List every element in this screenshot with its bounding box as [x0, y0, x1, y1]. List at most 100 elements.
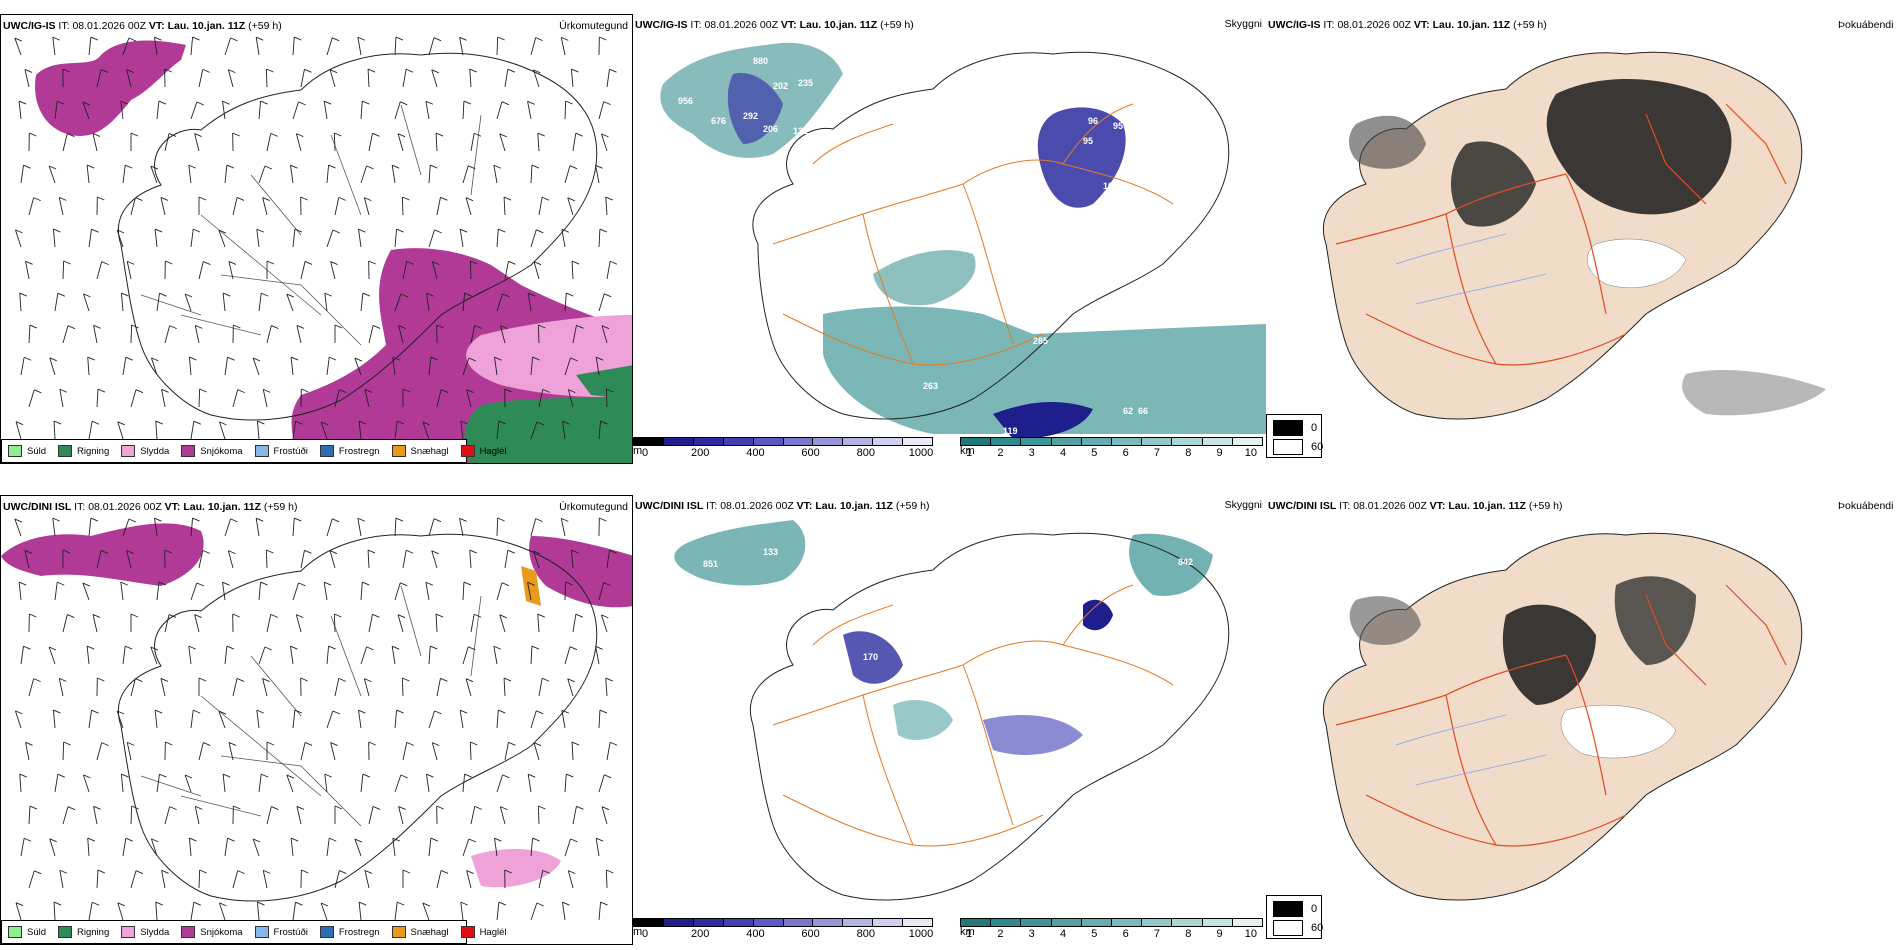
wind-barb-feather: [406, 260, 414, 265]
wind-barb: [363, 197, 370, 216]
wind-barb: [122, 646, 126, 665]
wind-barb-feather: [263, 388, 271, 393]
wind-barb: [190, 902, 195, 921]
wind-barb-feather: [127, 741, 135, 746]
wind-barb-feather: [57, 581, 65, 586]
wind-barb: [428, 357, 432, 376]
legend-swatch: [181, 445, 196, 457]
wind-barb: [156, 101, 160, 120]
wind-barb: [465, 678, 472, 697]
wind-barb-feather: [568, 870, 576, 875]
visibility-value-label: 285: [773, 602, 788, 612]
wind-barb-feather: [599, 228, 608, 233]
legend-item: Frostregn: [319, 926, 380, 938]
color-scale-step: [1172, 438, 1203, 445]
wind-barb-feather: [499, 614, 507, 619]
wind-barb: [460, 902, 464, 921]
visibility-value-label: 285: [1033, 336, 1048, 346]
color-scale-step: [634, 438, 664, 445]
wind-barb: [198, 261, 204, 280]
wind-barb: [459, 37, 464, 56]
legend-label: Súld: [27, 926, 47, 938]
wind-barb: [258, 101, 262, 120]
wind-barb: [156, 293, 160, 312]
wind-barb: [255, 518, 260, 537]
wind-barb-feather: [192, 36, 200, 41]
wind-barb: [232, 389, 239, 408]
wind-barb: [326, 229, 334, 248]
wind-barb: [360, 101, 363, 120]
wind-barb: [292, 710, 296, 729]
wind-barb-feather: [426, 292, 434, 297]
wind-barb: [130, 805, 133, 825]
wind-barb: [606, 261, 611, 280]
visibility-panel-bottom: UWC/DINI ISL IT: 08.01.2026 00Z VT: Lau.…: [633, 495, 1266, 945]
wind-barb: [324, 774, 328, 793]
wind-barb: [20, 646, 24, 665]
wind-barb-feather: [158, 581, 167, 586]
legend-swatch: [319, 926, 334, 938]
color-scale-step: [783, 438, 814, 445]
wind-barb-feather: [571, 549, 579, 554]
wind-barb: [530, 710, 537, 729]
wind-barb: [462, 646, 469, 665]
wind-barb: [595, 165, 600, 184]
wind-barb: [188, 838, 192, 857]
wind-barb: [402, 550, 407, 569]
wind-barb-feather: [400, 293, 409, 298]
wind-barb: [20, 165, 24, 184]
wind-barb: [394, 101, 401, 120]
wind-barb: [530, 838, 534, 857]
wind-barb: [462, 774, 466, 793]
scale-tick-label: 0: [641, 447, 649, 459]
wind-barb-feather: [364, 870, 373, 874]
wind-barb: [431, 69, 438, 88]
wind-barb: [190, 421, 195, 440]
wind-barb: [462, 293, 466, 312]
legend-item: Slydda: [121, 926, 169, 938]
legend-swatch: [391, 926, 406, 938]
visibility-value-label: 676: [711, 116, 726, 126]
wind-barb: [265, 68, 268, 88]
wind-barb: [368, 325, 374, 344]
wind-barb: [394, 293, 402, 312]
wind-barb: [292, 518, 295, 537]
wind-barb: [18, 101, 22, 120]
wind-barb-feather: [189, 356, 197, 361]
precip-map-bottom: [1, 517, 632, 944]
wind-barb-feather: [160, 197, 169, 201]
wind-barb-feather: [233, 324, 241, 329]
wind-barb-feather: [252, 838, 261, 843]
visibility-value-label: 105: [1103, 181, 1118, 191]
wind-barb-feather: [168, 133, 177, 137]
wind-barb-feather: [29, 805, 38, 810]
wind-barb: [54, 582, 58, 601]
wind-barb: [290, 646, 294, 665]
color-scale-step: [1081, 438, 1113, 445]
wind-barb: [425, 582, 430, 601]
wind-barb: [360, 646, 367, 665]
wind-barb: [130, 389, 137, 408]
wind-barb-feather: [470, 741, 478, 746]
wind-barb-feather: [536, 902, 545, 907]
color-scale-bar: [960, 437, 1263, 446]
wind-barb-feather: [405, 68, 414, 73]
wind-barb: [357, 37, 362, 56]
wind-barb: [562, 902, 566, 921]
wind-barb: [567, 389, 574, 408]
wind-barb: [116, 229, 124, 248]
wind-barb-feather: [57, 100, 65, 105]
wind-barb-feather: [570, 838, 578, 843]
wind-barb-feather: [82, 101, 91, 106]
wind-barb-feather: [128, 518, 137, 523]
scale-tick-label: 600: [801, 447, 820, 459]
wind-barb-feather: [599, 517, 607, 522]
wind-barb: [150, 646, 158, 665]
scale-tick-label: 800: [856, 447, 875, 459]
wind-barb-feather: [90, 517, 99, 522]
scale-tick-label: 8: [1185, 447, 1192, 459]
wind-barb: [326, 646, 330, 665]
legend-item: Rigning: [58, 926, 109, 938]
wind-barb: [161, 870, 166, 889]
wind-barb: [428, 229, 435, 248]
